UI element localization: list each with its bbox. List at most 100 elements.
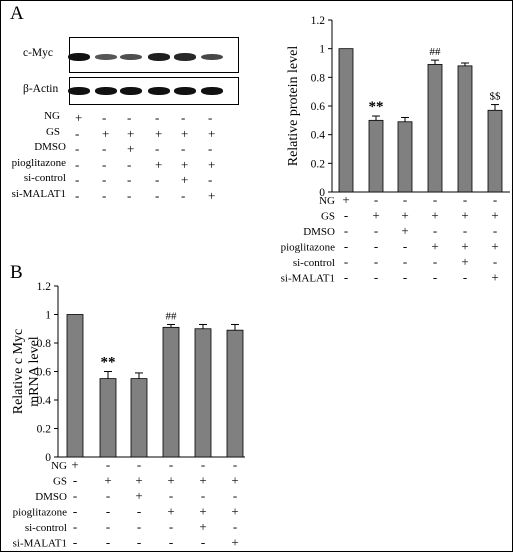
y-axis-label: mRNA level [27, 336, 42, 406]
condition-sign: - [403, 254, 407, 269]
condition-label: NG [319, 195, 335, 207]
condition-label: si-control [25, 522, 67, 534]
condition-sign: - [493, 254, 497, 269]
bar [130, 378, 148, 458]
condition-sign: - [106, 535, 110, 550]
condition-label: pioglitazone [281, 242, 335, 254]
blot-condition-sign: + [208, 187, 216, 203]
y-tick-label: 0.2 [311, 158, 326, 170]
condition-sign: + [167, 504, 174, 519]
condition-label: GS [321, 211, 335, 223]
condition-sign: + [342, 192, 349, 207]
y-tick-label: 0.8 [311, 72, 326, 84]
blot-condition-sign: + [155, 125, 163, 141]
condition-sign: + [461, 208, 468, 223]
significance-marker: ## [430, 46, 442, 58]
blot-condition-sign: - [102, 110, 107, 125]
y-tick-label: 0.6 [311, 101, 326, 113]
condition-sign: - [106, 488, 110, 503]
blot-condition-sign: + [208, 156, 216, 172]
bar [427, 64, 443, 193]
condition-label: DMSO [303, 226, 335, 238]
significance-marker: ** [369, 99, 384, 115]
blot-condition-sign: + [181, 156, 189, 172]
blot-condition-label: NG [44, 110, 60, 122]
condition-sign: - [73, 535, 77, 550]
condition-sign: - [403, 270, 407, 285]
y-tick-label: 1 [45, 310, 51, 322]
blot-condition-sign: - [102, 187, 107, 203]
condition-sign: + [401, 208, 408, 223]
blot-condition-sign: + [127, 125, 135, 141]
blot-band [95, 87, 117, 95]
condition-sign: - [137, 504, 141, 519]
condition-sign: - [463, 270, 467, 285]
blot-condition-sign: + [155, 156, 163, 172]
chart-b-group: 0 0.2 0.4 0.6 0.8 1 1.2 Relative c Myc mRNA leve… [11, 281, 245, 550]
condition-sign: - [169, 535, 173, 550]
condition-sign: - [374, 254, 378, 269]
condition-sign: + [231, 473, 238, 488]
blot-condition-sign: - [75, 125, 80, 141]
condition-sign: - [433, 254, 437, 269]
condition-sign: - [137, 457, 141, 472]
blot-band [120, 53, 142, 61]
condition-sign: + [167, 473, 174, 488]
bar [162, 326, 180, 458]
blot-condition-label: si-MALAT1 [11, 187, 66, 200]
condition-sign: - [233, 488, 237, 503]
condition-sign: - [344, 239, 348, 254]
condition-sign: + [199, 519, 206, 534]
condition-label: pioglitazone [13, 507, 67, 519]
blot-condition-sign: - [155, 110, 160, 125]
condition-sign: + [401, 223, 408, 238]
blot-condition-sign: - [102, 141, 107, 156]
condition-sign: - [233, 457, 237, 472]
blot-band [174, 87, 196, 95]
condition-sign: - [374, 239, 378, 254]
y-tick-label: 0.4 [311, 130, 326, 142]
blot-condition-sign: + [208, 125, 216, 141]
blot-condition-sign: - [155, 172, 160, 187]
blot-condition-sign: - [102, 156, 107, 172]
blot-band [120, 87, 142, 95]
condition-sign: + [135, 488, 142, 503]
significance-marker: ## [166, 310, 178, 322]
blot-condition-sign: - [75, 156, 80, 172]
y-tick-label: 1.2 [311, 15, 326, 27]
blot-band [148, 53, 170, 61]
blot-condition-sign: - [181, 110, 186, 125]
y-tick-label: 0.8 [37, 338, 52, 350]
bar [226, 329, 244, 458]
condition-sign: - [493, 223, 497, 238]
blot-condition-sign: - [75, 187, 80, 203]
blot-condition-sign: + [181, 125, 189, 141]
blot-condition-sign: - [208, 141, 213, 156]
condition-sign: - [106, 504, 110, 519]
bar [66, 314, 84, 458]
condition-sign: - [233, 519, 237, 534]
bar [194, 328, 212, 458]
blot-condition-label: DMSO [34, 141, 66, 153]
blot-condition-sign: - [127, 110, 132, 125]
condition-sign: - [73, 473, 77, 488]
bar [457, 65, 473, 193]
condition-sign: - [374, 223, 378, 238]
condition-sign: - [433, 270, 437, 285]
condition-sign: - [374, 270, 378, 285]
y-tick-label: 0.4 [37, 395, 52, 407]
blot-condition-label: pioglitazone [11, 156, 66, 169]
blot-band [201, 53, 223, 61]
condition-sign: + [491, 239, 498, 254]
condition-sign: - [137, 535, 141, 550]
blot-condition-sign: + [102, 125, 110, 141]
condition-sign: - [344, 208, 348, 223]
condition-label: si-MALAT1 [281, 273, 335, 285]
bar [487, 109, 503, 193]
condition-label: si-control [293, 257, 335, 269]
blot-condition-sign: - [208, 110, 213, 125]
condition-sign: + [461, 254, 468, 269]
y-tick-label: 0 [319, 187, 325, 199]
condition-sign: + [461, 239, 468, 254]
